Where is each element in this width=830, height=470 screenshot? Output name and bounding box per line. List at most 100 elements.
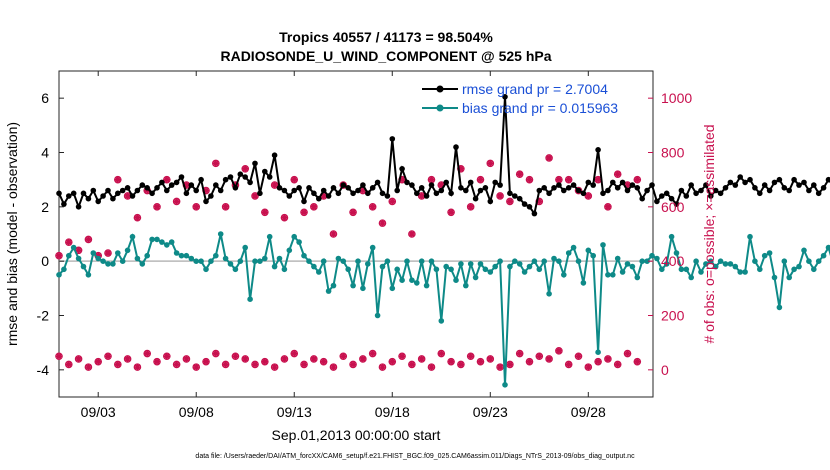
rmse-point (178, 174, 185, 180)
obs-assimilated-low-marker (418, 355, 425, 363)
rmse-point (173, 179, 180, 186)
y-tick-label: -2 (37, 308, 50, 324)
bias-point (458, 261, 464, 267)
rmse-point (325, 193, 332, 199)
obs-assimilated-low-marker (271, 363, 278, 371)
bias-point (418, 258, 425, 265)
obs-assimilated-high-marker (291, 176, 298, 183)
obs-assimilated-low-marker (251, 361, 259, 368)
bias-point (448, 266, 454, 273)
obs-assimilated-high-marker (487, 160, 494, 167)
obs-assimilated-high-marker (359, 187, 367, 194)
rmse-point (673, 201, 680, 207)
bias-point (379, 263, 386, 270)
rmse-point (781, 185, 788, 191)
rmse-point (448, 190, 454, 197)
rmse-point (698, 187, 704, 194)
rmse-point (737, 174, 743, 180)
rmse-point (727, 179, 734, 186)
rmse-point (291, 187, 298, 194)
bias-point (815, 258, 822, 265)
obs-assimilated-high-marker (183, 181, 190, 189)
bias-point (168, 239, 175, 245)
bias-point (105, 261, 111, 267)
bias-point (634, 274, 641, 281)
bias-point (213, 252, 219, 259)
bias-point (306, 258, 312, 265)
bias-point (575, 258, 582, 265)
axis-ticks: -4 -2 0 2 4 6 0 200 400 600 800 1000 09/03 09/08 09/13… (37, 71, 692, 420)
rmse-point (208, 193, 214, 199)
obs-assimilated-high-marker (369, 203, 376, 211)
bias-point (531, 258, 538, 265)
rmse-point (614, 185, 621, 191)
obs-assimilated-low-marker (242, 355, 249, 363)
obs-assimilated-low-marker (477, 358, 484, 365)
bias-point (472, 274, 479, 281)
bias-point (771, 274, 778, 281)
rmse-point (771, 179, 778, 186)
bias-point (271, 263, 278, 270)
bias-point (100, 258, 106, 265)
rmse-point (443, 179, 450, 186)
bias-point (149, 236, 155, 243)
rmse-point (546, 190, 552, 197)
rmse-point (56, 190, 62, 197)
bias-point (820, 252, 827, 259)
rmse-point (624, 187, 631, 194)
bias-point (703, 261, 709, 267)
y-right-tick-label: 0 (661, 362, 669, 378)
rmse-point (742, 179, 748, 186)
bias-point (433, 266, 440, 273)
rmse-point (659, 193, 665, 199)
rmse-point (350, 190, 356, 197)
bias-point (70, 244, 77, 251)
bias-point (688, 274, 694, 281)
bias-point (340, 258, 347, 265)
legend-rmse-label: rmse grand pr = 2.7004 (462, 81, 608, 97)
obs-assimilated-high-marker (438, 181, 445, 189)
bias-point (276, 255, 283, 262)
y-right-tick-label: 200 (661, 308, 685, 324)
y-tick-label: 0 (41, 253, 49, 269)
bias-point (668, 233, 675, 240)
bias-point (683, 266, 690, 273)
rmse-point (227, 174, 234, 180)
rmse-point (365, 190, 371, 197)
rmse-point (262, 168, 268, 175)
bias-point (825, 244, 830, 251)
rmse-point (134, 187, 141, 194)
obs-assimilated-low-marker (526, 358, 533, 365)
rmse-point (90, 187, 97, 194)
bias-point (217, 231, 224, 237)
bias-point (605, 272, 611, 278)
rmse-point (399, 166, 405, 172)
obs-assimilated-high-marker (271, 181, 278, 189)
rmse-point (139, 182, 146, 188)
bias-point (521, 269, 528, 275)
bias-point (565, 250, 572, 256)
bias-point (722, 261, 729, 267)
rmse-point (66, 193, 72, 199)
obs-assimilated-high-marker (85, 236, 92, 243)
obs-assimilated-low-marker (310, 355, 318, 363)
bias-point (463, 282, 469, 289)
bias-point (365, 261, 371, 267)
bias-point (266, 233, 273, 240)
obs-assimilated-high-marker (506, 198, 514, 205)
rmse-point (492, 179, 499, 186)
rmse-point (257, 190, 263, 197)
obs-assimilated-high-marker (526, 176, 533, 183)
bias-point (536, 266, 543, 273)
rmse-point (497, 182, 503, 188)
bias-point (766, 250, 773, 256)
rmse-point (820, 185, 827, 191)
bias-point (619, 269, 626, 275)
bias-point (320, 258, 327, 265)
rmse-point (389, 136, 396, 142)
bias-point (257, 258, 263, 265)
rmse-point (619, 179, 626, 186)
rmse-point (467, 179, 474, 186)
obs-assimilated-low-marker (585, 363, 592, 371)
rmse-point (242, 174, 248, 180)
